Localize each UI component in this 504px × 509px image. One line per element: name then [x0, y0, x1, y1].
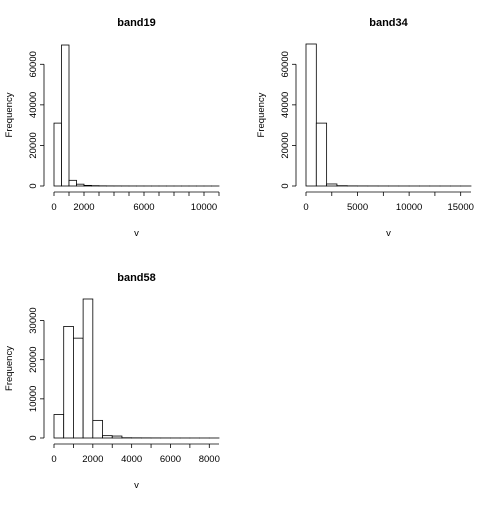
histogram-bar — [77, 184, 85, 186]
x-tick-label: 5000 — [347, 202, 368, 213]
histogram-bar — [93, 420, 103, 438]
histogram-bar — [69, 180, 77, 186]
y-axis-label: Frequency — [4, 346, 15, 391]
x-axis-label: v — [134, 480, 139, 491]
x-tick-label: 0 — [303, 202, 308, 213]
x-tick-label: 6000 — [160, 454, 181, 465]
x-tick-label: 2000 — [82, 454, 103, 465]
y-tick-label: 20000 — [28, 346, 39, 372]
histogram-bar — [327, 184, 337, 186]
histogram-bar — [306, 44, 316, 186]
panel-band34: band34 0 20000 40000 60000 Frequency 0 5000 1000… — [256, 17, 474, 239]
histogram-bar — [83, 299, 93, 438]
x-axis-label: v — [386, 228, 391, 239]
y-axis-label: Frequency — [256, 92, 267, 137]
y-tick-label: 30000 — [28, 307, 39, 333]
histogram-bar — [54, 123, 62, 186]
histogram-bar — [54, 415, 64, 438]
y-tick-label: 0 — [280, 183, 291, 188]
x-tick-label: 8000 — [199, 454, 220, 465]
y-tick-label: 20000 — [28, 132, 39, 158]
panel-band19: band19 0 20000 40000 60000 Frequency 0 2000 6000… — [4, 17, 219, 239]
y-tick-label: 20000 — [280, 132, 291, 158]
y-tick-label: 60000 — [280, 51, 291, 77]
x-tick-label: 2000 — [73, 202, 94, 213]
x-tick-label: 4000 — [121, 454, 142, 465]
histogram-bar — [73, 338, 83, 438]
chart-title: band34 — [369, 17, 408, 29]
histogram-bar — [112, 436, 122, 438]
histogram-bar — [62, 45, 70, 186]
y-tick-label: 0 — [28, 183, 39, 188]
x-tick-label: 0 — [51, 202, 56, 213]
histogram-bar — [64, 326, 74, 438]
x-tick-label: 10000 — [191, 202, 217, 213]
x-tick-label: 10000 — [396, 202, 422, 213]
y-tick-label: 40000 — [280, 92, 291, 118]
y-tick-label: 0 — [28, 435, 39, 440]
histogram-bar — [84, 185, 92, 186]
x-axis-label: v — [134, 228, 139, 239]
x-tick-label: 15000 — [447, 202, 473, 213]
chart-title: band19 — [117, 17, 156, 29]
y-tick-label: 40000 — [28, 92, 39, 118]
y-tick-label: 60000 — [28, 51, 39, 77]
y-axis-label: Frequency — [4, 92, 15, 137]
x-tick-label: 6000 — [133, 202, 154, 213]
chart-title: band58 — [117, 272, 156, 284]
y-tick-label: 10000 — [28, 386, 39, 412]
histogram-bar — [316, 123, 326, 186]
histogram-bar — [103, 436, 113, 438]
x-tick-label: 0 — [51, 454, 56, 465]
panel-band58: band58 0 10000 20000 30000 Frequency 0 2000 4000… — [4, 272, 220, 491]
